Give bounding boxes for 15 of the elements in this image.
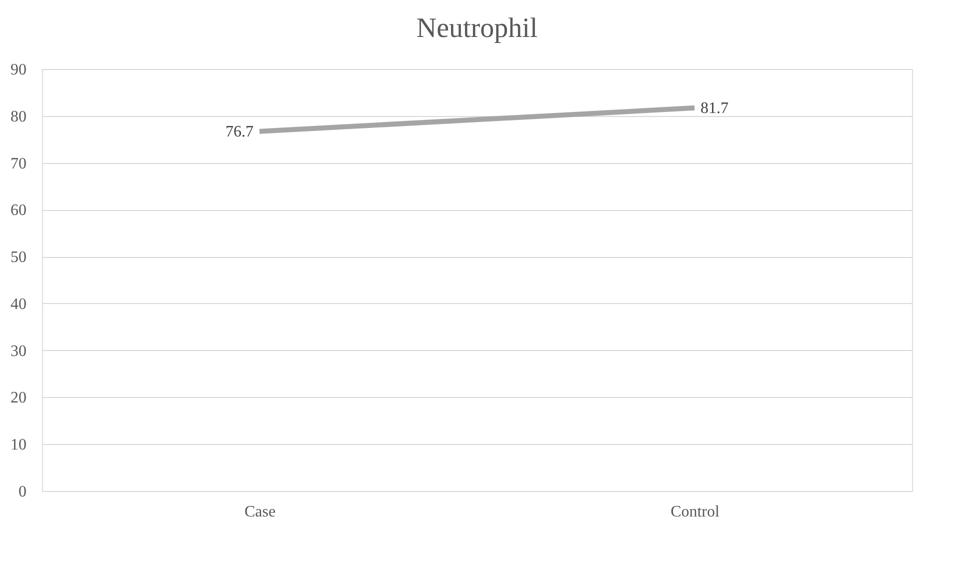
y-tick-label: 50 (10, 249, 26, 266)
y-tick-label: 0 (18, 484, 26, 500)
data-label: 76.7 (226, 123, 254, 140)
y-tick-label: 70 (10, 155, 26, 172)
y-tick-label: 90 (10, 62, 26, 78)
y-tick-label: 60 (10, 202, 26, 220)
y-tick-label: 40 (10, 296, 26, 313)
y-tick-label: 80 (10, 108, 26, 126)
y-tick-label: 30 (10, 342, 26, 360)
y-tick-label: 20 (10, 390, 26, 407)
chart-title: Neutrophil (416, 13, 538, 44)
x-tick-label: Control (670, 504, 720, 520)
y-tick-label: 10 (10, 436, 26, 454)
x-tick-label: Case (244, 504, 276, 520)
data-label: 81.7 (700, 100, 728, 117)
